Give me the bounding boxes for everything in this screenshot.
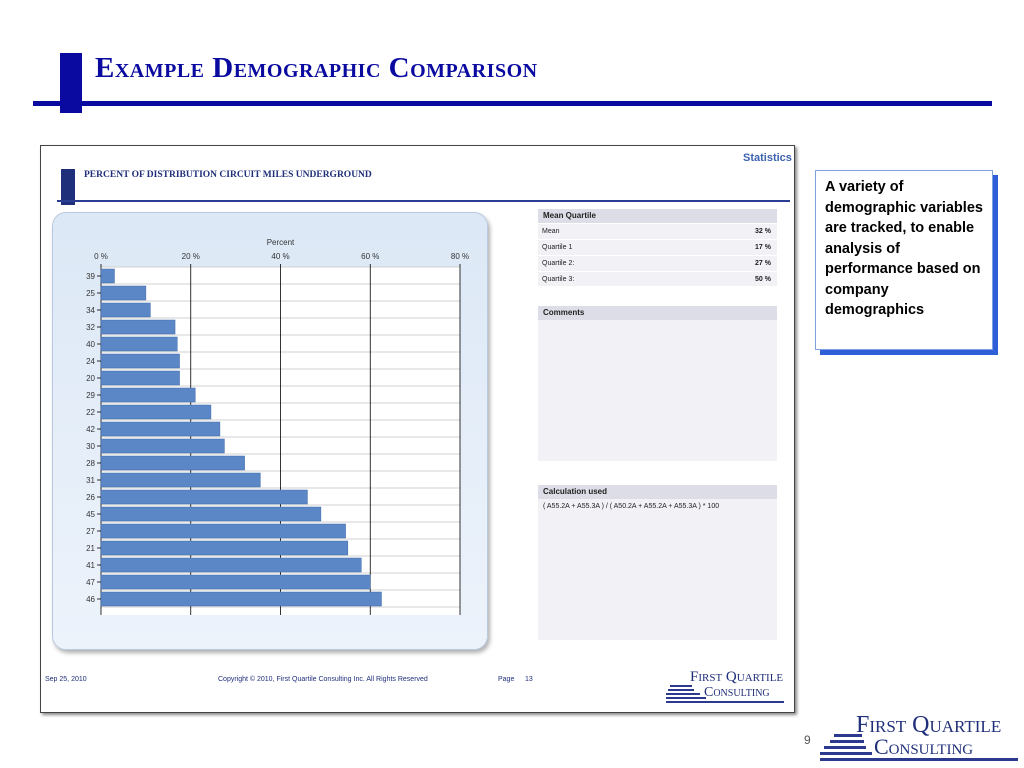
bar — [100, 455, 245, 471]
bar — [100, 285, 147, 301]
slide-logo: First Quartile Consulting — [820, 712, 1020, 762]
bar — [100, 336, 178, 352]
logo-line1: First Quartile — [690, 669, 784, 685]
y-tick-label: 28 — [86, 459, 95, 468]
bar-chart: 0 % 20 % 40 % 60 % 80 % Percent 39 25 34 32 40 24 20… — [86, 238, 469, 615]
y-tick-label: 32 — [86, 323, 95, 332]
slide-title: Example Demographic Comparison — [95, 52, 538, 84]
x-tick-label: 80 % — [451, 252, 469, 261]
y-tick-label: 31 — [86, 476, 95, 485]
bar — [100, 404, 212, 420]
bar — [100, 523, 346, 539]
stat-value: 50 % — [755, 276, 771, 283]
bar — [100, 268, 115, 284]
y-tick-label: 26 — [86, 493, 95, 502]
title-rule — [33, 101, 992, 106]
callout-box: A variety of demographic variables are t… — [815, 170, 993, 350]
y-tick-label: 21 — [86, 544, 95, 553]
bar — [100, 421, 221, 437]
bar — [100, 353, 180, 369]
chart-panel: 0 % 20 % 40 % 60 % 80 % Percent 39 25 34 32 40 24 20… — [52, 212, 488, 650]
mean-quartile-title: Mean Quartile — [538, 209, 777, 223]
y-tick-label: 27 — [86, 527, 95, 536]
bar — [100, 574, 371, 590]
bar — [100, 319, 176, 335]
title-accent-bar — [60, 53, 82, 113]
report-logo: First Quartile Consulting — [666, 669, 791, 705]
bar — [100, 540, 349, 556]
bar — [100, 557, 362, 573]
footer-date: Sep 25, 2010 — [45, 676, 87, 683]
x-axis-label: Percent — [267, 238, 295, 247]
stat-value: 32 % — [755, 228, 771, 235]
logo-line2: Consulting — [704, 685, 770, 700]
bar — [100, 438, 225, 454]
calculation-panel: Calculation used ( A55.2A + A55.3A ) / (… — [538, 485, 777, 640]
y-tick-label: 20 — [86, 374, 95, 383]
report-chart-title: PERCENT OF DISTRIBUTION CIRCUIT MILES UN… — [84, 170, 372, 180]
footer-copyright: Copyright © 2010, First Quartile Consult… — [218, 676, 428, 683]
stat-label: Quartile 3: — [542, 276, 575, 283]
slide-page-number: 9 — [804, 733, 811, 747]
y-tick-label: 42 — [86, 425, 95, 434]
statistics-label: Statistics — [743, 152, 792, 164]
bar — [100, 472, 261, 488]
stat-row-quartile-1: Quartile 1 17 % — [538, 239, 777, 255]
report-accent-bar — [61, 169, 75, 205]
footer-page-number: 13 — [525, 676, 533, 683]
y-tick-label: 46 — [86, 595, 95, 604]
logo-line2: Consulting — [874, 734, 974, 759]
y-tick-label: 34 — [86, 306, 95, 315]
comments-panel: Comments — [538, 306, 777, 461]
y-tick-label: 22 — [86, 408, 95, 417]
footer-page-label: Page — [498, 676, 515, 683]
stat-label: Quartile 2: — [542, 260, 575, 267]
y-tick-label: 30 — [86, 442, 95, 451]
y-tick-label: 41 — [86, 561, 95, 570]
y-tick-label: 40 — [86, 340, 95, 349]
x-tick-label: 40 % — [271, 252, 289, 261]
y-tick-label: 47 — [86, 578, 95, 587]
callout-text: A variety of demographic variables are t… — [825, 179, 983, 318]
stat-row-quartile-2: Quartile 2: 27 % — [538, 255, 777, 271]
y-tick-label: 24 — [86, 357, 95, 366]
y-tick-label: 39 — [86, 272, 95, 281]
bar — [100, 489, 308, 505]
bar — [100, 370, 180, 386]
y-tick-label: 45 — [86, 510, 95, 519]
report-page: Statistics PERCENT OF DISTRIBUTION CIRCU… — [40, 145, 795, 713]
bar — [100, 591, 382, 607]
bar — [100, 506, 322, 522]
report-rule — [57, 200, 790, 202]
bar — [100, 302, 151, 318]
x-tick-label: 60 % — [361, 252, 379, 261]
calculation-title: Calculation used — [538, 485, 777, 499]
comments-title: Comments — [538, 306, 777, 320]
stat-row-quartile-3: Quartile 3: 50 % — [538, 271, 777, 287]
stat-row-mean: Mean 32 % — [538, 223, 777, 239]
stat-label: Quartile 1 — [542, 244, 573, 251]
y-tick-label: 29 — [86, 391, 95, 400]
bar — [100, 387, 196, 403]
logo-line1: First Quartile — [856, 712, 1002, 738]
x-tick-label: 20 % — [182, 252, 200, 261]
y-tick-label: 25 — [86, 289, 95, 298]
mean-quartile-panel: Mean Quartile Mean 32 % Quartile 1 17 % … — [538, 209, 777, 286]
stat-value: 27 % — [755, 260, 771, 267]
stat-value: 17 % — [755, 244, 771, 251]
stat-label: Mean — [542, 228, 560, 235]
x-tick-label: 0 % — [94, 252, 108, 261]
calculation-formula: ( A55.2A + A55.3A ) / ( A50.2A + A55.2A … — [543, 503, 720, 510]
